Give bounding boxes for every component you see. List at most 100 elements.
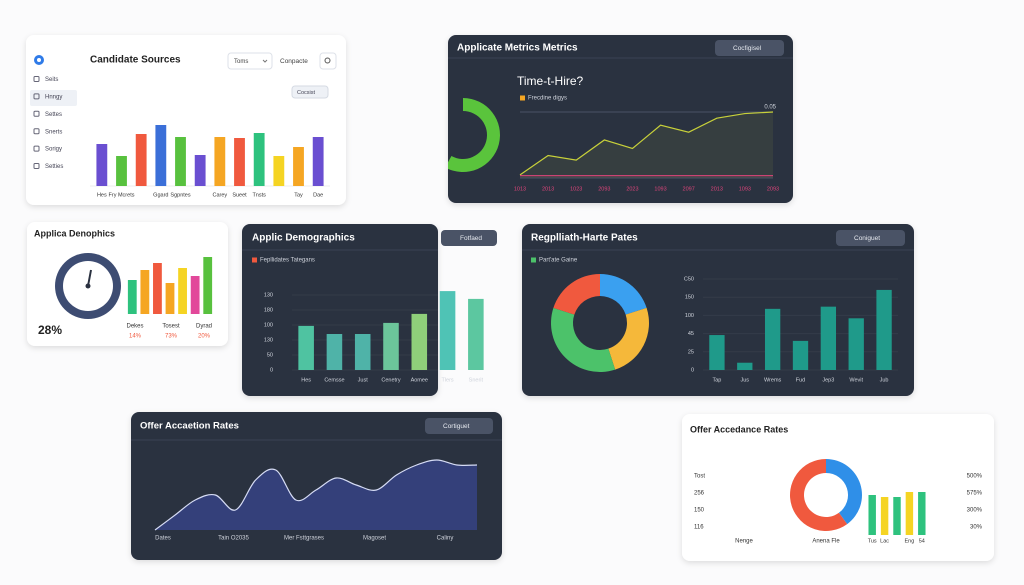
x-tick-label: 54 bbox=[919, 538, 925, 544]
x-tick-label: Fry Mcrets bbox=[109, 192, 135, 198]
bar bbox=[312, 137, 324, 186]
y-tick-label: 100 bbox=[264, 322, 273, 328]
search-icon bbox=[324, 57, 331, 64]
donut-segment bbox=[448, 98, 500, 172]
axis-label: 256 bbox=[694, 491, 705, 497]
filter-pill[interactable] bbox=[291, 85, 329, 99]
menu-item: Seits bbox=[45, 77, 58, 83]
donut-segment bbox=[790, 459, 848, 531]
panel-title: Offer Accaetion Rates bbox=[140, 421, 239, 432]
caption: Nenge bbox=[735, 539, 753, 545]
x-tick-label: Tay bbox=[294, 192, 303, 198]
bar bbox=[116, 156, 127, 186]
logo bbox=[37, 58, 41, 62]
legend-swatch bbox=[520, 95, 525, 101]
button-label: Cortiguet bbox=[443, 423, 470, 430]
x-tick-label: Snerit bbox=[469, 377, 484, 383]
select[interactable] bbox=[227, 52, 273, 70]
bar bbox=[737, 362, 753, 370]
x-tick-label: Tlers bbox=[441, 377, 453, 383]
x-tick-label: Hes bbox=[97, 192, 107, 198]
bar bbox=[868, 495, 876, 535]
stat-label: Tosest bbox=[162, 324, 180, 330]
x-tick-label: Carey bbox=[212, 192, 227, 198]
menu-item: Sorigy bbox=[45, 147, 62, 153]
x-tick-label: Tus bbox=[868, 538, 877, 544]
stat-label: Dyrad bbox=[196, 324, 212, 330]
bar bbox=[194, 155, 206, 186]
x-tick-label: Tnsts bbox=[252, 192, 266, 198]
x-tick-label: 2013 bbox=[711, 186, 723, 192]
axis-label: 30% bbox=[970, 525, 983, 531]
x-tick-label: Dates bbox=[155, 536, 171, 542]
filter-label: Cocsist bbox=[297, 90, 316, 96]
x-tick-label: Tap bbox=[712, 377, 721, 383]
button[interactable] bbox=[425, 418, 493, 434]
bar bbox=[293, 147, 304, 186]
button[interactable] bbox=[441, 230, 497, 246]
chevron bbox=[262, 59, 268, 63]
bar bbox=[880, 497, 889, 535]
annotation: 0.05 bbox=[764, 105, 776, 111]
bar bbox=[848, 318, 864, 370]
y-tick-label: 0 bbox=[691, 367, 694, 373]
x-tick-label: 2093 bbox=[598, 186, 610, 192]
select-label: Toms bbox=[234, 59, 248, 65]
y-tick-label: 100 bbox=[685, 313, 694, 319]
bar bbox=[140, 270, 150, 314]
y-tick-label: 150 bbox=[685, 295, 694, 301]
bar bbox=[411, 313, 428, 370]
x-tick-label: Ggard bbox=[153, 192, 168, 198]
bar bbox=[709, 335, 725, 370]
button[interactable] bbox=[715, 40, 784, 56]
stat-label: Dekes bbox=[126, 324, 143, 330]
x-tick-label: 1093 bbox=[654, 186, 666, 192]
button-label[interactable]: Conpacte bbox=[280, 58, 308, 65]
x-tick-label: 1093 bbox=[739, 186, 751, 192]
panel-title: Applica Denophics bbox=[34, 228, 115, 238]
bar bbox=[876, 289, 892, 370]
bar bbox=[905, 492, 914, 535]
donut-segment bbox=[826, 459, 863, 525]
bar bbox=[273, 156, 285, 186]
search-button[interactable] bbox=[319, 52, 337, 70]
card bbox=[682, 414, 994, 561]
menu-icon bbox=[33, 76, 40, 82]
x-tick-label: Caliny bbox=[437, 536, 454, 542]
menu-item: Snerts bbox=[45, 129, 62, 135]
axis-label: Tost bbox=[694, 474, 705, 480]
button-label: Fotfaed bbox=[460, 235, 482, 242]
bar bbox=[354, 334, 371, 370]
x-tick-label: Magoset bbox=[363, 536, 386, 542]
axis-label: 116 bbox=[694, 525, 704, 531]
x-tick-label: Cenetry bbox=[381, 377, 401, 383]
panel-title: Candidate Sources bbox=[90, 55, 181, 66]
big-value: 28% bbox=[38, 323, 62, 337]
panel-title: Applicate Metrics Metrics bbox=[457, 43, 578, 54]
bar bbox=[127, 280, 137, 314]
legend-label: Fepllidates Tategans bbox=[260, 258, 315, 264]
menu-icon bbox=[33, 93, 40, 100]
x-tick-label: Mer Fsttgrases bbox=[284, 536, 324, 542]
bar bbox=[203, 257, 213, 314]
panel-title: Applic Demographics bbox=[252, 233, 355, 244]
x-tick-label: Eng bbox=[905, 538, 915, 544]
legend-swatch bbox=[531, 257, 536, 263]
x-tick-label: 2097 bbox=[683, 186, 695, 192]
y-tick-label: 45 bbox=[688, 331, 694, 337]
y-tick-label: C50 bbox=[684, 276, 694, 282]
x-tick-label: Jus bbox=[741, 377, 750, 383]
button[interactable] bbox=[836, 230, 905, 246]
y-tick-label: 0 bbox=[270, 367, 273, 373]
axis-label: 150 bbox=[694, 508, 705, 514]
axis-label: 575% bbox=[967, 491, 983, 497]
x-tick-label: Wrems bbox=[764, 377, 782, 383]
bar bbox=[190, 276, 200, 314]
legend-swatch bbox=[252, 257, 257, 263]
y-tick-label: 130 bbox=[264, 292, 273, 298]
bar bbox=[893, 497, 901, 535]
caption: Anena Fle bbox=[812, 539, 840, 545]
button-label: Coniguet bbox=[854, 235, 880, 242]
bar bbox=[253, 133, 265, 186]
